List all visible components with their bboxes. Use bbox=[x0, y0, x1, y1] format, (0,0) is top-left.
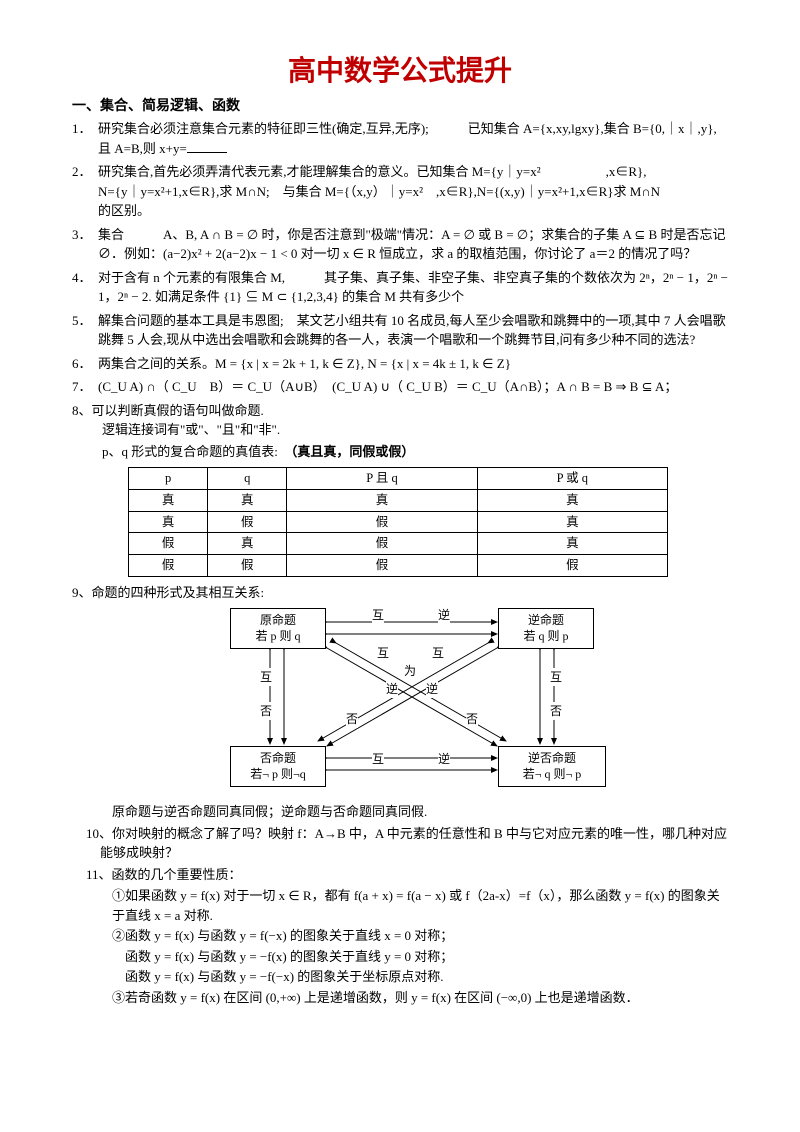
item-number: 5． bbox=[72, 311, 98, 350]
blank-fill bbox=[187, 140, 227, 153]
item-11-2: ②函数 y = f(x) 与函数 y = f(−x) 的图象关于直线 x = 0… bbox=[112, 926, 728, 946]
item-11-2b: 函数 y = f(x) 与函数 y = −f(x) 的图象关于直线 y = 0 … bbox=[112, 947, 728, 967]
edge-label: 逆 bbox=[438, 606, 450, 624]
item-text: 集合 A、B, A ∩ B = ∅ 时，你是否注意到"极端"情况：A = ∅ 或… bbox=[98, 225, 728, 264]
truth-table: p q P 且 q P 或 q 真真真真 真假假真 假真假真 假假假假 bbox=[128, 467, 668, 577]
item-11-1: ①如果函数 y = f(x) 对于一切 x ∈ R，都有 f(a + x) = … bbox=[112, 886, 728, 925]
table-header-cell: P 且 q bbox=[287, 468, 477, 490]
edge-label: 互 bbox=[377, 644, 389, 662]
item-text: (C_U A) ∩（ C_U B）＝ C_U（A∪B） (C_U A) ∪（ C… bbox=[98, 377, 728, 397]
edge-label: 否 bbox=[466, 710, 478, 728]
section-heading-1: 一、集合、简易逻辑、函数 bbox=[72, 96, 728, 117]
item-11-head: 11、函数的几个重要性质： bbox=[86, 865, 728, 885]
edge-label: 逆 bbox=[426, 680, 438, 698]
item-text: 研究集合必须注意集合元素的特征即三性(确定,互异,无序); 已知集合 A={x,… bbox=[98, 119, 728, 158]
item-number: 4． bbox=[72, 268, 98, 307]
item-number: 6． bbox=[72, 354, 98, 374]
item-1: 1． 研究集合必须注意集合元素的特征即三性(确定,互异,无序); 已知集合 A=… bbox=[72, 119, 728, 158]
edge-label: 互 bbox=[260, 668, 272, 686]
edge-label: 互 bbox=[550, 668, 562, 686]
item-8: 8、可以判断真假的语句叫做命题. 逻辑连接词有"或"、"且"和"非". p、q … bbox=[72, 401, 728, 462]
item-3: 3． 集合 A、B, A ∩ B = ∅ 时，你是否注意到"极端"情况：A = … bbox=[72, 225, 728, 264]
logic-connectives: 逻辑连接词有"或"、"且"和"非". bbox=[102, 420, 728, 440]
diagram-caption: 原命题与逆否命题同真同假；逆命题与否命题同真同假. bbox=[112, 802, 728, 822]
table-row: 假假假假 bbox=[129, 555, 668, 577]
edge-label: 逆 bbox=[438, 750, 450, 768]
diagram-node-inverse: 否命题若¬ p 则¬q bbox=[230, 746, 326, 786]
item-4: 4． 对于含有 n 个元素的有限集合 M, 其子集、真子集、非空子集、非空真子集… bbox=[72, 268, 728, 307]
table-row: p q P 且 q P 或 q bbox=[129, 468, 668, 490]
item-2: 2． 研究集合,首先必须弄清代表元素,才能理解集合的意义。已知集合 M={y｜y… bbox=[72, 162, 728, 221]
table-header-cell: q bbox=[208, 468, 287, 490]
edge-label: 为 bbox=[404, 662, 416, 680]
item-10: 10、你对映射的概念了解了吗？映射 f：A→B 中，A 中元素的任意性和 B 中… bbox=[86, 824, 728, 863]
edge-label: 否 bbox=[346, 710, 358, 728]
item-9: 9、命题的四种形式及其相互关系: bbox=[72, 583, 728, 603]
diagram-node-original: 原命题若 p 则 q bbox=[230, 608, 326, 648]
item-number: 8、 bbox=[72, 403, 92, 418]
item-text: 命题的四种形式及其相互关系: bbox=[92, 585, 265, 600]
item-number: 3． bbox=[72, 225, 98, 264]
item-text: 可以判断真假的语句叫做命题. bbox=[92, 403, 264, 418]
diagram-node-converse: 逆命题若 q 则 p bbox=[498, 608, 594, 648]
item-text: 两集合之间的关系。M = {x | x = 2k + 1, k ∈ Z}, N … bbox=[98, 354, 728, 374]
item-6: 6． 两集合之间的关系。M = {x | x = 2k + 1, k ∈ Z},… bbox=[72, 354, 728, 374]
table-row: 假真假真 bbox=[129, 533, 668, 555]
diagram-node-contrapositive: 逆否命题若¬ q 则¬ p bbox=[498, 746, 606, 786]
table-row: 真真真真 bbox=[129, 489, 668, 511]
item-7: 7． (C_U A) ∩（ C_U B）＝ C_U（A∪B） (C_U A) ∪… bbox=[72, 377, 728, 397]
edge-label: 否 bbox=[260, 702, 272, 720]
item-text: 对于含有 n 个元素的有限集合 M, 其子集、真子集、非空子集、非空真子集的个数… bbox=[98, 268, 728, 307]
item-number: 9、 bbox=[72, 585, 92, 600]
edge-label: 逆 bbox=[386, 680, 398, 698]
table-header-cell: p bbox=[129, 468, 208, 490]
item-number: 1． bbox=[72, 119, 98, 158]
edge-label: 互 bbox=[372, 606, 384, 624]
item-11-3: ③若奇函数 y = f(x) 在区间 (0,+∞) 上是递增函数，则 y = f… bbox=[112, 988, 728, 1008]
page-title: 高中数学公式提升 bbox=[72, 50, 728, 92]
proposition-diagram: 原命题若 p 则 q 逆命题若 q 则 p 否命题若¬ p 则¬q 逆否命题若¬… bbox=[222, 606, 652, 796]
item-text: 解集合问题的基本工具是韦恩图; 某文艺小组共有 10 名成员,每人至少会唱歌和跳… bbox=[98, 311, 728, 350]
truth-table-intro: p、q 形式的复合命题的真值表: （真且真，同假或假） bbox=[102, 442, 728, 462]
edge-label: 互 bbox=[432, 644, 444, 662]
edge-label: 互 bbox=[372, 750, 384, 768]
item-number: 7． bbox=[72, 377, 98, 397]
table-row: 真假假真 bbox=[129, 511, 668, 533]
item-number: 2． bbox=[72, 162, 98, 221]
table-header-cell: P 或 q bbox=[477, 468, 667, 490]
edge-label: 否 bbox=[550, 702, 562, 720]
item-text: 研究集合,首先必须弄清代表元素,才能理解集合的意义。已知集合 M={y｜y=x²… bbox=[98, 162, 728, 221]
item-5: 5． 解集合问题的基本工具是韦恩图; 某文艺小组共有 10 名成员,每人至少会唱… bbox=[72, 311, 728, 350]
item-11-2c: 函数 y = f(x) 与函数 y = −f(−x) 的图象关于坐标原点对称. bbox=[112, 967, 728, 987]
